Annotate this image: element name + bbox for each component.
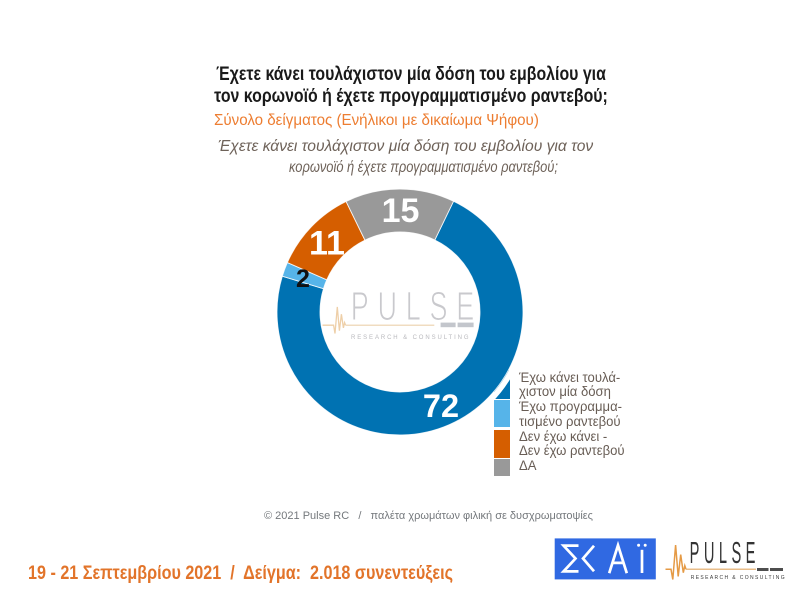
svg-text:RESEARCH & CONSULTING: RESEARCH & CONSULTING: [351, 335, 470, 341]
svg-text:PULSE: PULSE: [351, 285, 483, 330]
svg-text:PULSE: PULSE: [690, 536, 760, 570]
svg-text:11: 11: [309, 225, 345, 263]
svg-text:72: 72: [423, 388, 459, 424]
svg-text:RESEARCH & CONSULTING: RESEARCH & CONSULTING: [691, 575, 786, 581]
svg-text:15: 15: [382, 192, 420, 230]
svg-text:2: 2: [296, 265, 310, 293]
